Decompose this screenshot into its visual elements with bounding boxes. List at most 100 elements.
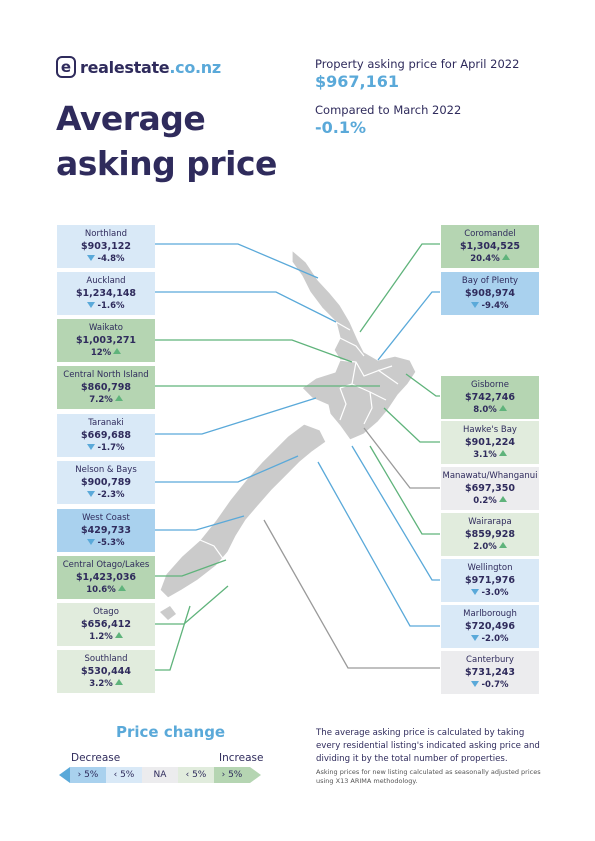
stat-value-change: -0.1% bbox=[315, 118, 367, 137]
line-canterbury bbox=[263, 519, 440, 669]
up-arrow-icon bbox=[114, 395, 123, 401]
region-price: $720,496 bbox=[465, 621, 515, 632]
region-change: -4.8% bbox=[57, 253, 155, 265]
up-arrow-icon bbox=[114, 632, 123, 638]
line-coromandel bbox=[359, 243, 440, 333]
line-wellington bbox=[351, 445, 440, 581]
region-price: $742,746 bbox=[465, 392, 515, 403]
region-nelson-bays: Nelson & Bays $900,789 -2.3% bbox=[57, 461, 155, 504]
stat-value-april: $967,161 bbox=[315, 72, 400, 91]
line-gisborne bbox=[405, 373, 440, 397]
region-marlborough: Marlborough $720,496 -2.0% bbox=[441, 605, 539, 648]
region-price: $900,789 bbox=[81, 477, 131, 488]
region-price: $530,444 bbox=[81, 666, 131, 677]
region-change: 8.0% bbox=[441, 404, 539, 416]
region-taranaki: Taranaki $669,688 -1.7% bbox=[57, 414, 155, 457]
region-price: $859,928 bbox=[465, 529, 515, 540]
region-name: Wellington bbox=[467, 563, 513, 573]
title-line-1: Average bbox=[56, 99, 206, 138]
brand-mark-icon: e bbox=[56, 56, 76, 78]
up-arrow-icon bbox=[114, 679, 123, 685]
down-arrow-icon bbox=[471, 302, 480, 308]
region-coromandel: Coromandel $1,304,525 20.4% bbox=[441, 225, 539, 268]
down-arrow-icon bbox=[471, 589, 480, 595]
line-hawkes-bay bbox=[383, 407, 440, 443]
region-gisborne: Gisborne $742,746 8.0% bbox=[441, 376, 539, 419]
region-name: Waikato bbox=[89, 323, 123, 333]
north-island-borders bbox=[335, 321, 399, 425]
region-change: -1.6% bbox=[57, 300, 155, 312]
region-price: $656,412 bbox=[81, 619, 131, 630]
region-west-coast: West Coast $429,733 -5.3% bbox=[57, 509, 155, 552]
up-arrow-icon bbox=[498, 450, 507, 456]
line-nelson-bays bbox=[155, 455, 299, 483]
region-change: 20.4% bbox=[441, 253, 539, 265]
region-central-north-island: Central North Island $860,798 7.2% bbox=[57, 366, 155, 409]
region-canterbury: Canterbury $731,243 -0.7% bbox=[441, 651, 539, 694]
legend-seg-large-increase: › 5% bbox=[214, 767, 250, 783]
region-change: -5.3% bbox=[57, 537, 155, 549]
region-name: Otago bbox=[93, 607, 119, 617]
region-change: 7.2% bbox=[57, 394, 155, 406]
region-price: $1,234,148 bbox=[75, 288, 137, 299]
stat-label-march: Compared to March 2022 bbox=[315, 103, 462, 117]
down-arrow-icon bbox=[87, 302, 96, 308]
region-price: $860,798 bbox=[81, 382, 131, 393]
page-title: Average asking price bbox=[56, 96, 306, 186]
legend-title: Price change bbox=[116, 723, 226, 741]
region-name: West Coast bbox=[82, 513, 130, 523]
line-bay-of-plenty bbox=[377, 291, 440, 361]
region-name: Bay of Plenty bbox=[461, 276, 519, 286]
region-central-otago-lakes: Central Otago/Lakes $1,423,036 10.6% bbox=[57, 556, 155, 599]
legend-increase-label: Increase bbox=[219, 752, 264, 764]
region-price: $1,003,271 bbox=[75, 335, 137, 346]
region-name: Marlborough bbox=[463, 609, 517, 619]
line-west-coast bbox=[155, 515, 245, 531]
region-change: 3.2% bbox=[57, 678, 155, 690]
line-wairarapa bbox=[369, 445, 440, 535]
methodology-small-note: Asking prices for new listing calculated… bbox=[316, 768, 541, 785]
region-otago: Otago $656,412 1.2% bbox=[57, 603, 155, 646]
south-island-borders bbox=[199, 451, 313, 567]
stewart-island-shape bbox=[160, 606, 176, 620]
legend-seg-small-increase: ‹ 5% bbox=[178, 767, 214, 783]
region-name: Southland bbox=[84, 654, 128, 664]
region-name: Auckland bbox=[86, 276, 126, 286]
brand-logo: e realestate.co.nz bbox=[56, 55, 221, 79]
up-arrow-icon bbox=[498, 405, 507, 411]
up-arrow-icon bbox=[113, 348, 122, 354]
brand-name-text: realestate bbox=[80, 57, 170, 77]
line-central-otago bbox=[155, 559, 227, 577]
region-name: Central North Island bbox=[63, 370, 149, 380]
title-line-2: asking price bbox=[56, 144, 277, 183]
brand-tld: .co.nz bbox=[169, 57, 221, 77]
line-manawatu bbox=[363, 427, 440, 489]
region-name: Taranaki bbox=[88, 418, 124, 428]
legend-seg-na: NA bbox=[142, 767, 178, 783]
down-arrow-icon bbox=[87, 539, 96, 545]
methodology-note: The average asking price is calculated b… bbox=[316, 728, 540, 764]
line-northland bbox=[155, 243, 319, 279]
region-change: 1.2% bbox=[57, 631, 155, 643]
right-arrow-icon bbox=[250, 767, 261, 783]
region-name: Hawke's Bay bbox=[463, 425, 517, 435]
region-change: -1.7% bbox=[57, 442, 155, 454]
region-price: $901,224 bbox=[465, 437, 515, 448]
region-name: Wairarapa bbox=[468, 517, 512, 527]
region-change: -9.4% bbox=[441, 300, 539, 312]
stat-label-april: Property asking price for April 2022 bbox=[315, 57, 520, 71]
legend-decrease-label: Decrease bbox=[71, 752, 121, 764]
south-island-shape bbox=[159, 423, 327, 599]
region-price: $669,688 bbox=[81, 430, 131, 441]
down-arrow-icon bbox=[471, 635, 480, 641]
down-arrow-icon bbox=[87, 491, 96, 497]
region-change: 10.6% bbox=[57, 584, 155, 596]
down-arrow-icon bbox=[87, 444, 96, 450]
line-auckland bbox=[155, 291, 337, 323]
region-name: Canterbury bbox=[466, 655, 514, 665]
region-northland: Northland $903,122 -4.8% bbox=[57, 225, 155, 268]
region-change: 3.1% bbox=[441, 449, 539, 461]
region-change: -3.0% bbox=[441, 587, 539, 599]
region-change: -0.7% bbox=[441, 679, 539, 691]
region-change: -2.3% bbox=[57, 489, 155, 501]
